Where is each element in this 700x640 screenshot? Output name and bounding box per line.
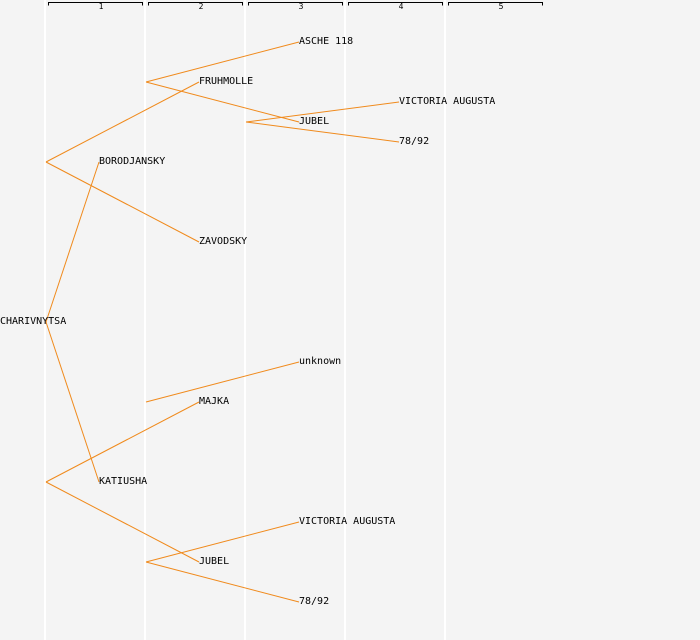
node-katiusha[interactable]: KATIUSHA [99,476,148,487]
node-78-92[interactable]: 78/92 [299,596,330,607]
node-borodjansky[interactable]: BORODJANSKY [99,156,166,167]
node-zavodsky[interactable]: ZAVODSKY [199,236,248,247]
node-jubel[interactable]: JUBEL [299,116,330,127]
generation-label: 3 [299,2,304,11]
edge-charivnytsa-borodjansky [45,161,100,323]
node-asche-118[interactable]: ASCHE 118 [299,36,354,47]
generation-header: 2 [148,2,243,11]
generation-label: 5 [499,2,504,11]
generation-label: 4 [399,2,404,11]
generation-label: 2 [199,2,204,11]
edge-katiusha-majka [45,401,200,483]
edge-charivnytsa-katiusha [45,321,100,483]
node-78-92[interactable]: 78/92 [399,136,430,147]
edge-jubel_gen2-n78_92_gen3 [145,561,300,603]
edge-katiusha-jubel_gen2 [45,481,200,563]
node-jubel[interactable]: JUBEL [199,556,230,567]
generation-headers: 1 2 3 4 5 [48,2,543,11]
node-majka[interactable]: MAJKA [199,396,230,407]
node-fruhmolle[interactable]: FRUHMOLLE [199,76,254,87]
node-unknown[interactable]: unknown [299,356,342,367]
edge-fruhmolle-jubel_gen3 [145,81,300,123]
generation-header: 1 [48,2,143,11]
column-dividers [44,0,446,640]
edge-fruhmolle-asche_118 [145,41,300,83]
generation-header: 5 [448,2,543,11]
node-victoria-augusta[interactable]: VICTORIA AUGUSTA [299,516,396,527]
edge-borodjansky-fruhmolle [45,81,200,163]
node-charivnytsa[interactable]: CHARIVNYTSA [0,316,67,327]
generation-header: 3 [248,2,343,11]
edge-jubel_gen3-victoria_augusta_gen4 [245,101,400,123]
node-victoria-augusta[interactable]: VICTORIA AUGUSTA [399,96,496,107]
generation-header: 4 [348,2,443,11]
edge-jubel_gen3-n78_92_gen4 [245,121,400,143]
edge-jubel_gen2-victoria_augusta_gen3 [145,521,300,563]
edge-borodjansky-zavodsky [45,161,200,243]
edge-majka-unknown [145,361,300,403]
generation-label: 1 [99,2,104,11]
edges [45,41,400,603]
